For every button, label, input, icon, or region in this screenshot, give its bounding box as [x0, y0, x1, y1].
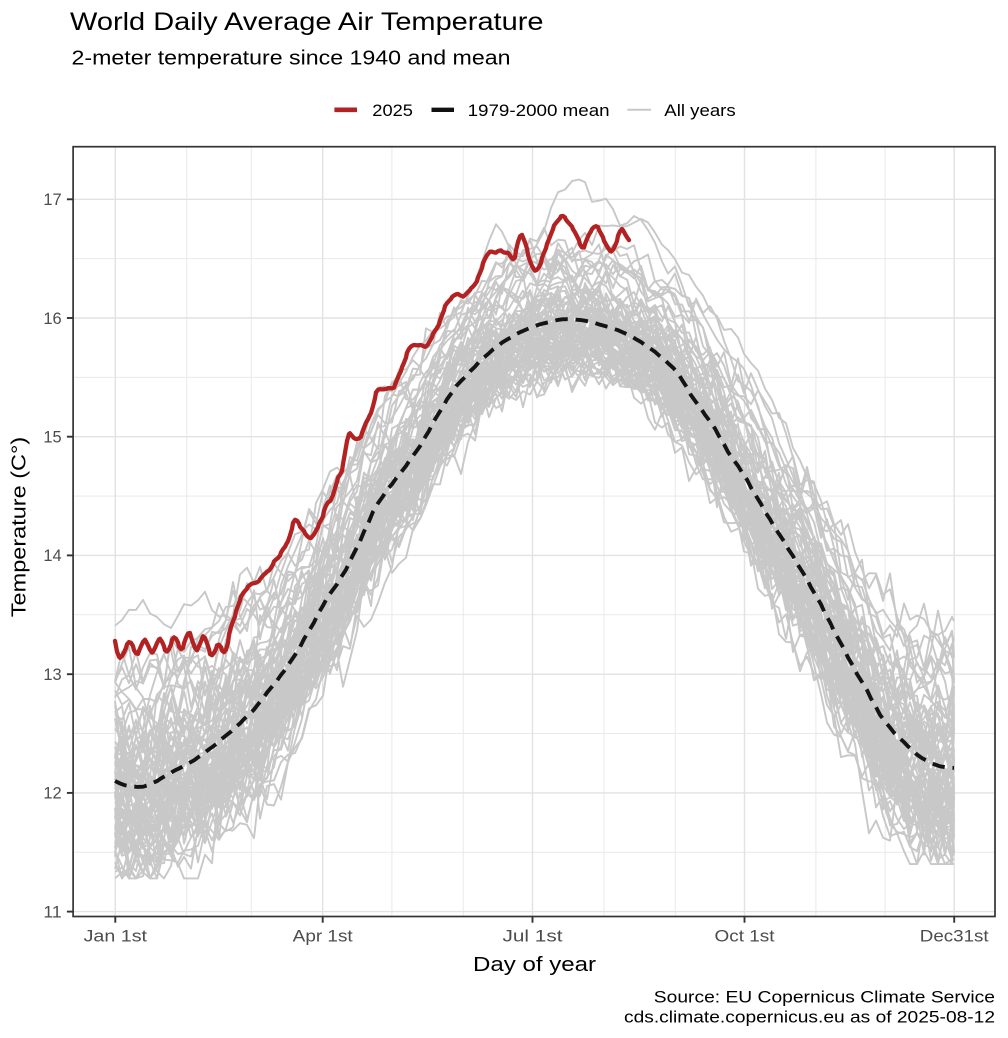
svg-text:Source: EU Copernicus Climate: Source: EU Copernicus Climate Service [654, 988, 995, 1006]
svg-text:Oct 1st: Oct 1st [715, 927, 775, 945]
svg-text:Jan 1st: Jan 1st [84, 927, 148, 945]
svg-text:All years: All years [664, 101, 735, 120]
svg-text:Day of year: Day of year [473, 954, 596, 976]
svg-text:Dec31st: Dec31st [920, 927, 989, 945]
svg-text:12: 12 [43, 785, 61, 803]
svg-text:15: 15 [43, 429, 61, 447]
svg-text:2-meter temperature since 1940: 2-meter temperature since 1940 and mean [72, 47, 511, 69]
svg-text:13: 13 [43, 666, 61, 684]
svg-text:World Daily Average Air Temper: World Daily Average Air Temperature [70, 8, 544, 36]
svg-text:11: 11 [43, 903, 61, 921]
svg-text:Jul 1st: Jul 1st [503, 927, 564, 945]
svg-text:17: 17 [43, 191, 61, 209]
svg-text:2025: 2025 [372, 101, 413, 120]
svg-text:14: 14 [43, 547, 61, 565]
svg-text:Apr 1st: Apr 1st [293, 927, 353, 945]
svg-text:1979-2000 mean: 1979-2000 mean [468, 101, 610, 120]
svg-text:cds.climate.copernicus.eu as o: cds.climate.copernicus.eu as of 2025-08-… [624, 1008, 995, 1026]
svg-text:16: 16 [43, 310, 61, 328]
svg-text:Temperature (C°): Temperature (C°) [9, 437, 31, 617]
